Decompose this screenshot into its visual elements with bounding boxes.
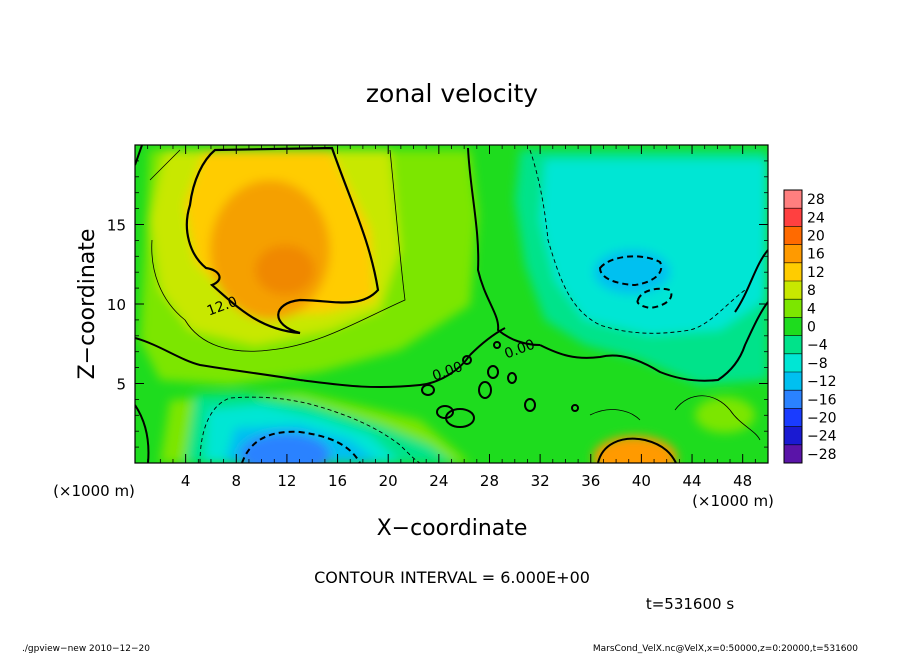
contour-interval-text: CONTOUR INTERVAL = 6.000E+00 — [314, 568, 590, 587]
contour-6 — [149, 149, 406, 352]
colorbar-swatch — [784, 262, 802, 281]
contour-island — [524, 398, 536, 412]
colorbar-swatch — [784, 444, 802, 463]
colorbar-label: −12 — [807, 374, 837, 390]
colorbar-label: −24 — [807, 429, 837, 445]
colorbar-swatch — [784, 226, 802, 245]
colorbar-label: 20 — [807, 229, 825, 245]
contour-island — [462, 355, 472, 365]
colorbar-swatch — [784, 353, 802, 372]
contour-12 — [185, 146, 380, 335]
colorbar-swatch — [784, 281, 802, 300]
contour-island — [493, 341, 501, 349]
colorbar-swatch — [784, 317, 802, 336]
contour-minus6-right — [529, 149, 746, 334]
footer-right-text: MarsCond_VelX.nc@VelX,x=0:50000,z=0:2000… — [593, 644, 858, 654]
colorbar-label: 8 — [807, 283, 816, 299]
contour-island — [487, 365, 499, 379]
field-max-16-core — [255, 245, 315, 295]
contour-6-small — [589, 409, 641, 421]
x-tick-label: 20 — [379, 472, 398, 490]
contour-0-right — [539, 249, 768, 382]
x-tick-label: 4 — [181, 472, 191, 490]
contour-island — [436, 405, 454, 419]
contour-island — [507, 372, 517, 384]
x-unit-label: (×1000 m) — [692, 492, 774, 510]
colorbar: 28 24 20 16 12 8 4 0 −4 −8 −12 −16 −20 −24 −28 — [783, 189, 837, 464]
colorbar-label: −4 — [807, 338, 828, 354]
time-text: t=531600 s — [646, 595, 734, 613]
contour-0-bottom-left — [135, 404, 150, 463]
chart-title: zonal velocity — [366, 79, 538, 108]
field-min-bottom — [240, 433, 330, 463]
colorbar-label: −16 — [807, 392, 837, 408]
footer-left-text: ./gpview−new 2010−12−20 — [22, 644, 150, 654]
y-axis: 5 10 15 — [107, 160, 768, 448]
x-tick-label: 32 — [531, 472, 550, 490]
colorbar-swatch — [784, 335, 802, 354]
colorbar-swatch — [784, 372, 802, 391]
contour-island — [421, 384, 435, 396]
x-tick-label: 40 — [632, 472, 651, 490]
contour-island — [571, 404, 579, 412]
contour-minus6-bottom — [199, 396, 421, 463]
colorbar-swatch — [784, 208, 802, 227]
colorbar-label: 12 — [807, 265, 825, 281]
contour-0-center — [467, 147, 541, 356]
colorbar-label: 4 — [807, 301, 816, 317]
x-tick-label: 44 — [682, 472, 701, 490]
y-axis-label: Z−coordinate — [75, 229, 100, 380]
colorbar-label: −8 — [807, 356, 828, 372]
x-tick-label: 36 — [581, 472, 600, 490]
z-unit-label: (×1000 m) — [53, 482, 135, 500]
x-tick-label: 48 — [733, 472, 752, 490]
colorbar-swatch — [784, 244, 802, 263]
y-tick-label: 10 — [107, 296, 126, 314]
field-band-neg8-right — [540, 160, 768, 335]
colorbar-swatch — [784, 426, 802, 445]
x-tick-label: 16 — [328, 472, 347, 490]
field-min-right — [594, 250, 670, 294]
colorbar-label: −20 — [807, 411, 837, 427]
y-tick-label: 5 — [116, 376, 126, 394]
colorbar-swatch — [784, 299, 802, 318]
plot-area: 12.00.000.00 — [135, 145, 768, 463]
colorbar-label: 24 — [807, 210, 825, 226]
colorbar-label: −28 — [807, 447, 837, 463]
colorbar-swatch — [784, 408, 802, 427]
contour-6-right — [674, 395, 761, 441]
x-axis: 4 8 12 16 20 24 28 32 36 40 44 48 — [147, 145, 756, 490]
x-tick-label: 24 — [429, 472, 448, 490]
colorbar-swatch — [784, 390, 802, 409]
colorbar-label: 16 — [807, 247, 825, 263]
y-tick-label: 15 — [107, 217, 126, 235]
colorbar-label: 0 — [807, 320, 816, 336]
x-tick-label: 12 — [277, 472, 296, 490]
contour-0-left — [135, 145, 471, 389]
x-tick-label: 28 — [480, 472, 499, 490]
x-axis-label: X−coordinate — [377, 516, 528, 541]
field-patch-right — [695, 397, 755, 433]
contour-6-bottom-right — [597, 437, 677, 463]
contour-island — [478, 381, 492, 399]
colorbar-swatch — [784, 190, 802, 209]
contour-minus12-bottom — [241, 430, 361, 463]
colorbar-label: 28 — [807, 192, 825, 208]
x-tick-label: 8 — [232, 472, 242, 490]
contour-minus12-lower — [636, 287, 673, 310]
